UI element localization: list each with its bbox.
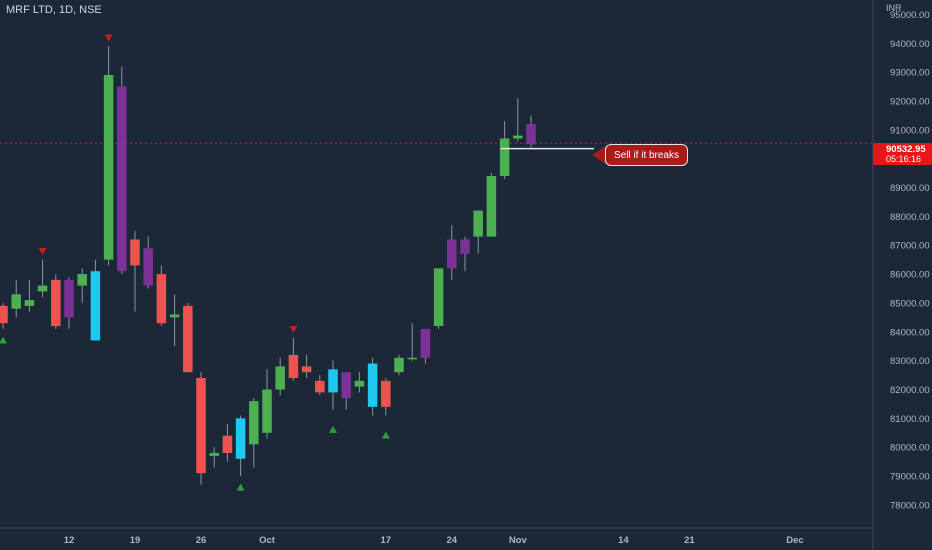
time-tick-label: Nov xyxy=(509,535,528,546)
annotation-callout[interactable]: Sell if it breaks xyxy=(605,144,688,166)
time-tick-label: Dec xyxy=(786,535,803,546)
candle-body xyxy=(499,138,510,176)
annotation-callout-tail xyxy=(592,146,606,164)
candle-body xyxy=(117,86,127,272)
candle-body xyxy=(315,380,325,393)
candle-body xyxy=(64,279,74,318)
time-tick-label: 12 xyxy=(64,535,75,546)
candle-body xyxy=(77,274,87,286)
candles[interactable] xyxy=(0,46,536,485)
candle-body xyxy=(143,248,153,286)
price-tick-label: 91000.00 xyxy=(890,125,930,136)
time-tick-label: 21 xyxy=(684,535,695,546)
time-tick-label: 26 xyxy=(196,535,207,546)
candle-body xyxy=(341,372,351,399)
sell-signal-marker xyxy=(38,248,47,256)
buy-signal-marker xyxy=(0,336,7,344)
time-axis[interactable]: 12 19 26 Oct 17 24 Nov 14 21 Dec xyxy=(64,535,804,546)
price-tick-label: 84000.00 xyxy=(890,327,930,338)
price-axis[interactable]: 95000.00 94000.00 93000.00 92000.00 91000.00… xyxy=(890,10,930,511)
candle-body xyxy=(407,357,417,360)
sell-signal-marker xyxy=(289,325,298,333)
price-tick-label: 95000.00 xyxy=(890,10,930,21)
candle-body xyxy=(24,300,35,306)
candle-body xyxy=(526,124,536,145)
price-tick-label: 78000.00 xyxy=(890,500,930,511)
price-tick-label: 81000.00 xyxy=(890,414,930,425)
candle-body xyxy=(249,401,259,445)
price-tick-label: 92000.00 xyxy=(890,96,930,107)
buy-signal-marker xyxy=(381,431,390,439)
price-tick-label: 89000.00 xyxy=(890,183,930,194)
buy-signal-marker xyxy=(236,483,245,491)
candle-body xyxy=(156,274,167,324)
currency-label: INR xyxy=(886,3,902,13)
candle-body xyxy=(513,135,523,139)
candle-body xyxy=(460,239,470,254)
candle-body xyxy=(420,328,431,358)
price-tick-label: 94000.00 xyxy=(890,39,930,50)
candle-body xyxy=(51,279,61,327)
symbol-title[interactable]: MRF LTD, 1D, NSE xyxy=(6,4,102,16)
candle-body xyxy=(196,377,206,474)
time-tick-label: 19 xyxy=(130,535,141,546)
candle-body xyxy=(447,239,457,269)
price-tick-label: 82000.00 xyxy=(890,385,930,396)
candle-body xyxy=(394,357,404,373)
sell-signal-marker xyxy=(104,34,113,42)
candle-body xyxy=(183,305,193,373)
candle-body xyxy=(209,452,219,456)
candle-body xyxy=(235,418,246,459)
price-tick-label: 83000.00 xyxy=(890,356,930,367)
buy-signal-marker xyxy=(329,425,337,433)
candle-body xyxy=(275,366,285,390)
price-tick-label: 88000.00 xyxy=(890,212,930,223)
current-price-value: 90532.95 xyxy=(886,144,926,155)
price-tick-label: 85000.00 xyxy=(890,298,930,309)
price-tick-label: 86000.00 xyxy=(890,270,930,281)
time-tick-label: 17 xyxy=(381,535,392,546)
price-tick-label: 87000.00 xyxy=(890,241,930,252)
bar-countdown: 05:16:16 xyxy=(886,154,922,164)
signal-markers xyxy=(0,34,390,491)
price-tick-label: 80000.00 xyxy=(890,443,930,454)
candle-body xyxy=(288,354,299,378)
candle-body xyxy=(486,176,497,237)
candle-body xyxy=(169,314,180,318)
candle-body xyxy=(103,75,114,260)
time-tick-label: 14 xyxy=(618,535,629,546)
candle-body xyxy=(328,369,338,393)
candle-body xyxy=(473,210,483,237)
candle-body xyxy=(381,380,391,407)
candle-body xyxy=(262,389,272,433)
candle-body xyxy=(354,380,365,387)
candle-body xyxy=(0,305,8,324)
price-tick-label: 93000.00 xyxy=(890,68,930,79)
candle-body xyxy=(90,271,101,341)
candle-body xyxy=(130,239,140,266)
time-tick-label: 24 xyxy=(447,535,458,546)
candle-body xyxy=(301,366,312,373)
candle-body xyxy=(367,363,378,407)
candle-body xyxy=(11,294,21,309)
candle-body xyxy=(433,268,444,327)
price-tick-label: 79000.00 xyxy=(890,472,930,483)
candle-body xyxy=(222,435,233,453)
current-price-badge: 90532.95 05:16:16 xyxy=(873,143,932,165)
candle-body xyxy=(37,285,48,292)
time-tick-label: Oct xyxy=(259,535,276,546)
